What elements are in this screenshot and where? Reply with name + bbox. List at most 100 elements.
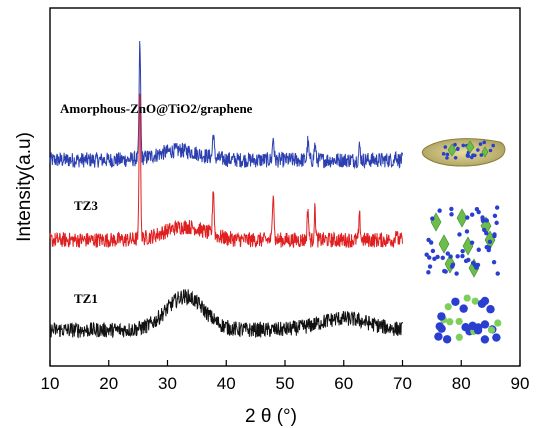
- particle-dot: [426, 270, 431, 275]
- crystal-shape: [481, 146, 489, 158]
- plot-frame: [49, 7, 521, 367]
- x-tick-label-40: 40: [217, 374, 236, 393]
- particle-dot: [424, 252, 429, 257]
- x-tick-label-70: 70: [393, 374, 412, 393]
- particle-dot: [459, 304, 468, 313]
- particle-dot: [492, 213, 498, 219]
- particle-dot: [435, 254, 440, 260]
- particle-dot: [484, 230, 489, 236]
- x-tick-label-50: 50: [276, 374, 295, 393]
- particle-dot: [445, 251, 451, 256]
- particle-dot: [469, 240, 475, 245]
- particle-dot: [450, 262, 456, 268]
- particle-dot: [454, 271, 459, 276]
- x-axis-tick-labels: 10 20 30 40 50 60 70 80 90: [41, 374, 530, 393]
- particle-dot: [448, 254, 453, 259]
- particle-dot: [443, 269, 448, 274]
- particle-dot: [441, 152, 446, 156]
- particle-dot: [455, 317, 463, 326]
- particle-dot: [480, 320, 490, 329]
- crystal-shape: [438, 234, 450, 254]
- particle-dot: [446, 318, 454, 326]
- particle-dot: [430, 216, 435, 221]
- particle-dot: [461, 143, 466, 148]
- x-tick-label-80: 80: [452, 374, 471, 393]
- particle-dot: [437, 312, 446, 321]
- particle-dot: [426, 237, 431, 243]
- x-axis-ticks: [49, 360, 521, 366]
- particle-dot: [427, 255, 432, 260]
- x-tick-label-30: 30: [158, 374, 177, 393]
- particle-dot: [437, 208, 442, 213]
- crystal-shape: [465, 140, 475, 154]
- particle-dot: [466, 257, 471, 263]
- particle-dot: [486, 245, 492, 250]
- particle-dot: [449, 206, 454, 212]
- particle-dot: [444, 303, 452, 311]
- particle-dot: [445, 156, 449, 160]
- particle-dot: [471, 297, 479, 305]
- particle-dot: [487, 326, 496, 334]
- particle-dot: [495, 271, 500, 276]
- particle-dot: [471, 153, 475, 158]
- x-tick-label-20: 20: [99, 374, 118, 393]
- particle-dot: [432, 256, 437, 261]
- particle-dot: [476, 148, 480, 152]
- y-axis-label: Intensity(a.u): [14, 132, 35, 242]
- series-line-0: [49, 41, 403, 170]
- particle-dot: [435, 322, 444, 331]
- particle-dot: [445, 152, 450, 157]
- x-tick-label-60: 60: [334, 374, 353, 393]
- tz3-cluster-illustration: [424, 205, 500, 278]
- particle-dot: [460, 253, 465, 259]
- particle-dot: [488, 148, 493, 153]
- particle-dot: [463, 294, 471, 302]
- series-line-1: [49, 93, 403, 248]
- particle-dot: [465, 215, 470, 220]
- particle-dot: [477, 299, 487, 308]
- particle-dot: [494, 319, 502, 327]
- particle-dot: [457, 232, 462, 237]
- particle-dot: [430, 248, 436, 254]
- series-line-2: [49, 289, 403, 339]
- particle-dot: [469, 212, 475, 217]
- particle-dot: [492, 233, 497, 239]
- particle-dot: [491, 259, 497, 265]
- particle-dot: [487, 239, 493, 245]
- crystal-shape: [447, 143, 457, 157]
- particle-dot: [476, 247, 481, 252]
- graphene-sheet-illustration: [421, 138, 506, 167]
- x-axis-label: 2 θ (°): [245, 406, 297, 427]
- series-label-amorphous: Amorphous-ZnO@TiO2/graphene: [60, 101, 253, 116]
- particle-dot: [453, 142, 457, 147]
- particle-dot: [443, 145, 448, 149]
- crystal-shape: [430, 212, 442, 232]
- particle-dot: [478, 142, 483, 146]
- particle-dot: [491, 143, 496, 148]
- particle-dot: [492, 333, 501, 342]
- particle-dot: [440, 255, 445, 261]
- tz1-cluster-illustration: [434, 294, 502, 344]
- particle-dot: [482, 140, 487, 145]
- series-lines: [49, 41, 403, 339]
- particle-dot: [460, 249, 465, 254]
- particle-dot: [449, 212, 454, 217]
- particle-dot: [453, 155, 458, 160]
- particle-dot: [468, 321, 477, 331]
- x-tick-label-10: 10: [41, 374, 60, 393]
- particle-dot: [434, 332, 443, 341]
- particle-dot: [486, 305, 495, 314]
- particle-dot: [455, 254, 460, 259]
- series-label-tz1: TZ1: [74, 291, 98, 306]
- particle-dot: [484, 218, 489, 223]
- particle-dot: [464, 229, 470, 234]
- particle-dot: [494, 205, 500, 210]
- particle-dot: [456, 146, 460, 151]
- x-tick-label-90: 90: [511, 374, 530, 393]
- particle-dot: [479, 153, 484, 157]
- series-label-tz3: TZ3: [74, 198, 98, 213]
- crystal-shape: [456, 208, 468, 228]
- particle-dot: [480, 335, 490, 344]
- particle-dot: [451, 297, 460, 306]
